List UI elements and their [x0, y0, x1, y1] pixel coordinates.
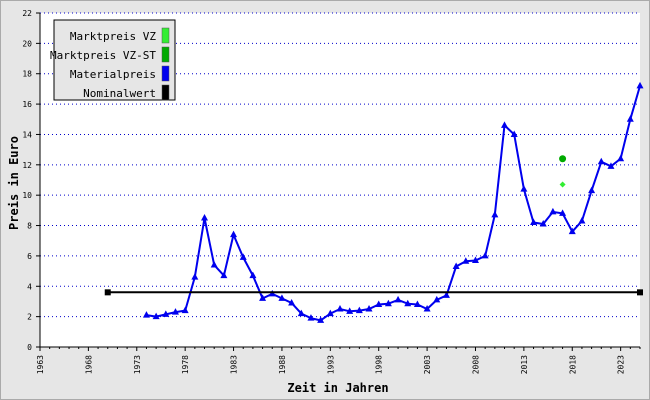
y-tick-label: 20	[22, 39, 32, 48]
data-point	[249, 271, 257, 279]
legend-label: Nominalwert	[83, 87, 156, 100]
data-point	[171, 308, 179, 315]
y-axis-label: Preis in Euro	[7, 136, 21, 230]
data-point	[162, 310, 170, 317]
data-point	[423, 305, 431, 312]
legend-swatch	[161, 65, 170, 82]
data-point	[597, 157, 605, 165]
legend-label: Marktpreis VZ-ST	[50, 49, 156, 62]
series-materialpreis	[142, 81, 644, 323]
data-point	[317, 316, 325, 323]
x-tick-label: 1983	[230, 355, 239, 374]
y-tick-label: 22	[22, 9, 32, 18]
legend-swatch	[161, 46, 170, 63]
data-point	[559, 181, 566, 188]
legend-label: Marktpreis VZ	[70, 30, 156, 43]
x-tick-label: 1998	[375, 355, 384, 374]
data-point	[336, 305, 344, 312]
y-tick-label: 16	[22, 100, 32, 109]
data-point	[481, 251, 489, 259]
x-tick-label: 1978	[181, 355, 190, 374]
data-point	[530, 218, 538, 226]
legend: Marktpreis VZ Marktpreis VZ-ST Materialpre…	[50, 19, 176, 101]
data-point	[326, 309, 334, 317]
data-point	[442, 291, 450, 298]
data-point	[104, 289, 111, 296]
series-marktpreis-vz	[559, 181, 566, 188]
y-tick-label: 18	[22, 70, 32, 79]
data-point	[637, 289, 643, 296]
data-point	[559, 209, 567, 216]
data-point	[559, 155, 567, 163]
x-tick-label: 1963	[36, 355, 45, 374]
x-tick-label: 1973	[133, 355, 142, 374]
data-point	[520, 185, 528, 192]
legend-box	[53, 19, 176, 101]
data-point	[230, 230, 238, 238]
data-point	[626, 115, 634, 122]
x-tick-label: 2018	[568, 355, 577, 374]
x-tick-label: 2013	[520, 355, 529, 374]
data-point	[549, 207, 557, 215]
data-point	[220, 271, 228, 279]
data-point	[394, 295, 402, 303]
legend-label: Materialpreis	[70, 68, 156, 81]
x-tick-label: 2023	[617, 355, 626, 374]
data-point	[278, 294, 286, 301]
data-point	[539, 220, 547, 227]
data-point	[365, 305, 373, 312]
y-tick-label: 14	[22, 130, 32, 139]
data-point	[181, 306, 189, 314]
data-point	[462, 257, 470, 264]
data-point	[501, 121, 509, 128]
data-point	[297, 309, 305, 317]
x-tick-label: 1993	[326, 355, 335, 374]
data-point	[636, 81, 644, 89]
series-line	[146, 85, 641, 322]
data-point	[452, 262, 460, 270]
data-point	[588, 186, 596, 194]
legend-swatch	[161, 27, 170, 44]
data-point	[413, 300, 421, 307]
data-point	[607, 162, 615, 169]
y-tick-label: 4	[27, 282, 32, 291]
data-point	[384, 299, 392, 307]
data-point	[578, 216, 586, 224]
y-tick-label: 8	[27, 222, 32, 231]
legend-swatch	[161, 84, 170, 101]
data-point	[404, 299, 412, 307]
data-point	[568, 227, 576, 235]
data-point	[210, 261, 218, 268]
data-point	[152, 312, 160, 320]
y-tick-label: 12	[22, 161, 32, 170]
y-tick-label: 10	[22, 191, 32, 200]
x-tick-label: 1988	[278, 355, 287, 374]
data-point	[239, 253, 247, 260]
data-point	[355, 306, 363, 314]
y-tick-label: 0	[27, 343, 32, 352]
y-tick-label: 6	[27, 252, 32, 261]
data-point	[191, 273, 199, 280]
data-point	[433, 295, 441, 303]
data-point	[288, 298, 296, 306]
data-point	[510, 130, 518, 137]
data-point	[617, 154, 625, 162]
data-point	[307, 314, 315, 321]
x-tick-label: 2003	[423, 355, 432, 374]
series-marktpreis-vz-st	[559, 155, 567, 163]
x-tick-label: 1968	[84, 355, 93, 374]
data-point	[346, 307, 354, 314]
data-point	[259, 294, 267, 301]
data-point	[142, 311, 150, 318]
x-tick-label: 2008	[471, 355, 480, 374]
y-tick-label: 2	[27, 313, 32, 322]
data-point	[375, 300, 383, 307]
series-nominalwert	[104, 289, 643, 296]
data-point	[201, 213, 209, 221]
data-point	[491, 210, 499, 218]
x-axis-label: Zeit in Jahren	[287, 381, 388, 395]
data-point	[471, 256, 479, 263]
